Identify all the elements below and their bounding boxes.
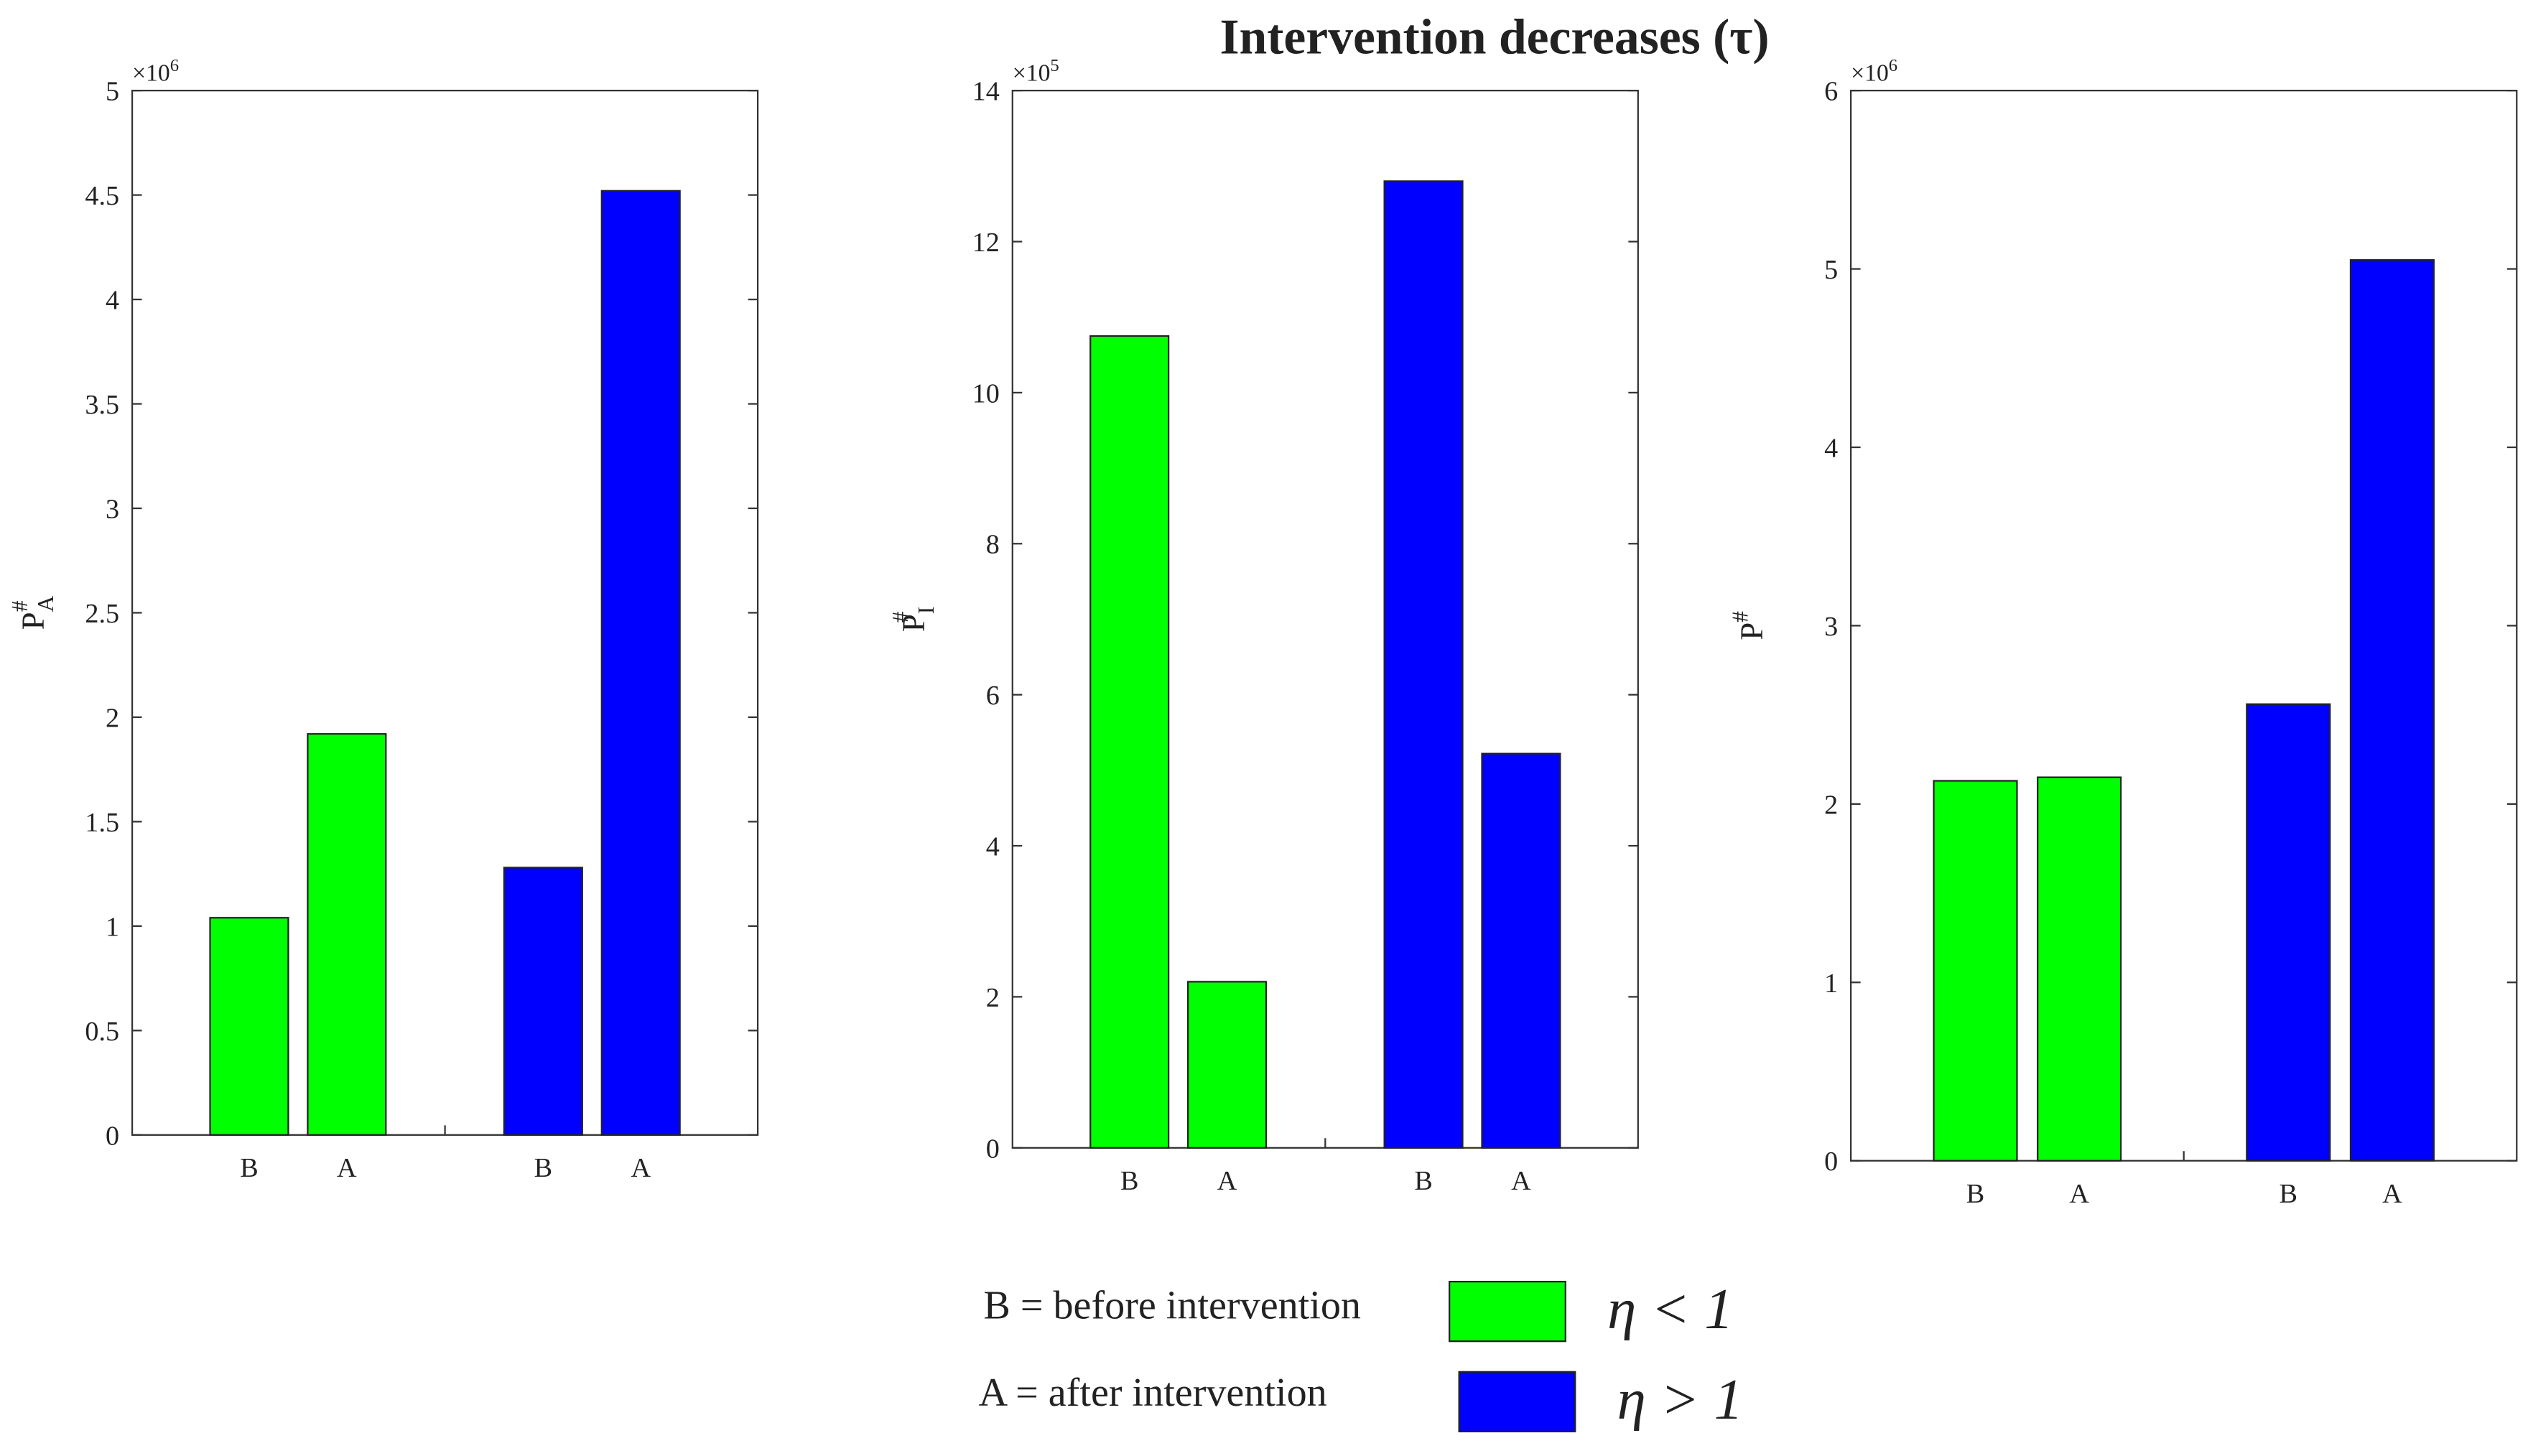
x-tick-label: A — [1217, 1166, 1237, 1196]
y-tick-label: 0 — [1824, 1147, 1838, 1177]
bar — [307, 733, 387, 1136]
y-axis-label: P# — [1727, 611, 1769, 640]
legend-note: B = before intervention — [983, 1284, 1361, 1328]
y-tick-label: 0 — [986, 1134, 1000, 1164]
bar — [1089, 335, 1170, 1149]
y-tick-label: 2 — [986, 983, 1000, 1013]
bar — [1481, 752, 1561, 1149]
y-tick-label: 4 — [986, 832, 1000, 862]
y-axis-label: PI# — [888, 607, 939, 632]
y-tick-label: 3 — [1824, 612, 1838, 642]
y-tick-label: 14 — [972, 77, 1000, 107]
y-tick-label: 1.5 — [85, 808, 119, 838]
bar — [1186, 981, 1268, 1149]
y-multiplier: ×105 — [1013, 56, 1059, 86]
multiplier-exp: 5 — [1050, 56, 1059, 75]
y-tick-label: 0 — [106, 1121, 119, 1151]
y-axis-label: PA# — [7, 595, 58, 630]
y-tick-label: 2 — [106, 703, 119, 733]
y-tick-label: 5 — [106, 77, 119, 107]
y-tick-label: 3 — [106, 494, 119, 524]
y-multiplier: ×106 — [1851, 56, 1897, 86]
y-tick-label: 8 — [986, 530, 1000, 560]
x-tick-label: B — [1414, 1166, 1432, 1196]
legend-swatch — [1458, 1371, 1576, 1433]
bar — [209, 917, 289, 1136]
multiplier-base: ×10 — [132, 60, 170, 87]
bar — [1383, 180, 1464, 1149]
y-tick-label: 4 — [106, 286, 119, 316]
bar — [1933, 780, 2018, 1162]
x-tick-label: B — [1966, 1179, 1984, 1209]
y-label-base: P — [15, 612, 51, 630]
x-tick-label: A — [1511, 1166, 1531, 1196]
y-label-sup: # — [7, 600, 32, 612]
y-tick-label: 10 — [972, 378, 1000, 409]
y-tick-label: 2 — [1824, 790, 1838, 820]
y-tick-label: 1 — [106, 912, 119, 942]
x-tick-label: B — [240, 1153, 258, 1183]
y-tick-label: 6 — [986, 681, 1000, 711]
y-label-sup: # — [1727, 611, 1752, 622]
y-label-sub: A — [33, 595, 58, 612]
multiplier-exp: 6 — [170, 56, 179, 75]
x-tick-label: A — [2069, 1179, 2089, 1209]
x-tick-label: B — [534, 1153, 552, 1183]
bar — [2246, 703, 2331, 1162]
legend-swatch — [1449, 1280, 1566, 1343]
bar — [503, 867, 583, 1136]
x-tick-label: A — [337, 1153, 357, 1183]
legend-label: η > 1 — [1617, 1368, 1743, 1432]
x-tick-label: A — [2382, 1179, 2402, 1209]
legend-label: η < 1 — [1607, 1277, 1733, 1341]
x-tick-label: A — [631, 1153, 651, 1183]
bar — [2349, 259, 2435, 1162]
multiplier-base: ×10 — [1013, 60, 1051, 87]
y-tick-label: 4 — [1824, 433, 1838, 463]
chart-title: Intervention decreases (τ) — [1219, 10, 1769, 65]
y-label-base: P — [1734, 622, 1770, 640]
y-tick-label: 4.5 — [85, 181, 119, 211]
y-tick-label: 3.5 — [85, 390, 119, 420]
y-label-sub: I — [914, 607, 939, 614]
bar — [2037, 776, 2122, 1162]
x-tick-label: B — [1120, 1166, 1138, 1196]
y-label-base: P — [895, 614, 931, 632]
x-tick-label: B — [2280, 1179, 2297, 1209]
bar — [600, 190, 681, 1136]
y-tick-label: 5 — [1824, 255, 1838, 285]
y-tick-label: 0.5 — [85, 1017, 119, 1047]
multiplier-exp: 6 — [1889, 56, 1897, 75]
legend-note: A = after intervention — [979, 1371, 1327, 1415]
y-tick-label: 2.5 — [85, 599, 119, 629]
y-tick-label: 6 — [1824, 77, 1838, 107]
y-tick-label: 1 — [1824, 969, 1838, 999]
y-multiplier: ×106 — [132, 56, 179, 86]
y-label-sup: # — [888, 611, 913, 622]
multiplier-base: ×10 — [1851, 60, 1889, 87]
y-tick-label: 12 — [972, 228, 1000, 258]
